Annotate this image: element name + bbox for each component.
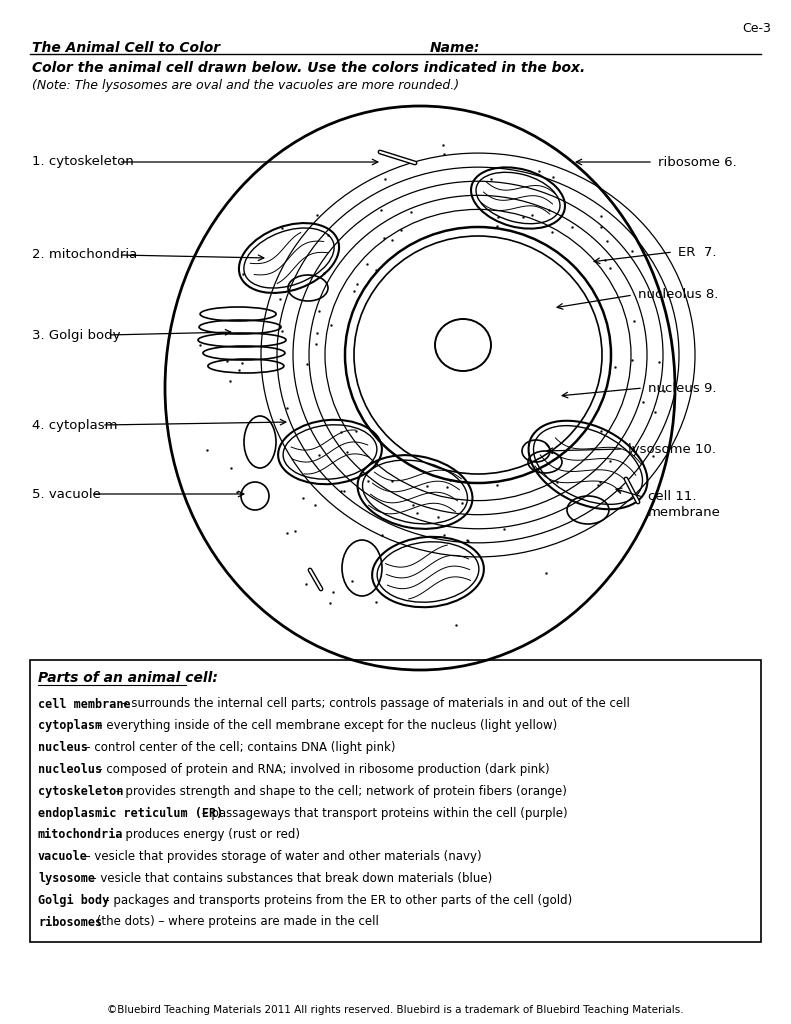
Text: 2. mitochondria: 2. mitochondria bbox=[32, 249, 138, 261]
Text: – packages and transports proteins from the ER to other parts of the cell (gold): – packages and transports proteins from … bbox=[100, 894, 572, 906]
Text: – surrounds the internal cell parts; controls passage of materials in and out of: – surrounds the internal cell parts; con… bbox=[118, 697, 630, 711]
Text: mitochondria: mitochondria bbox=[38, 828, 123, 842]
Text: vacuole: vacuole bbox=[38, 850, 88, 863]
Text: – passageways that transport proteins within the cell (purple): – passageways that transport proteins wi… bbox=[198, 807, 567, 819]
Text: ©Bluebird Teaching Materials 2011 All rights reserved. Bluebird is a trademark o: ©Bluebird Teaching Materials 2011 All ri… bbox=[107, 1005, 683, 1015]
Text: cytoplasm: cytoplasm bbox=[38, 719, 102, 732]
Text: 1. cytoskeleton: 1. cytoskeleton bbox=[32, 156, 134, 169]
Text: – vesicle that provides storage of water and other materials (navy): – vesicle that provides storage of water… bbox=[81, 850, 482, 863]
Text: cytoskeleton: cytoskeleton bbox=[38, 784, 123, 798]
Text: (Note: The lysosomes are oval and the vacuoles are more rounded.): (Note: The lysosomes are oval and the va… bbox=[32, 79, 459, 91]
Text: 5. vacuole: 5. vacuole bbox=[32, 487, 101, 501]
Text: – vesicle that contains substances that break down materials (blue): – vesicle that contains substances that … bbox=[87, 871, 493, 885]
Text: ribosomes: ribosomes bbox=[38, 915, 102, 929]
Text: Name:: Name: bbox=[430, 41, 480, 55]
Text: Color the animal cell drawn below. Use the colors indicated in the box.: Color the animal cell drawn below. Use t… bbox=[32, 61, 585, 75]
Text: (the dots) – where proteins are made in the cell: (the dots) – where proteins are made in … bbox=[93, 915, 379, 929]
Text: – composed of protein and RNA; involved in ribosome production (dark pink): – composed of protein and RNA; involved … bbox=[93, 763, 550, 776]
Text: Ce-3: Ce-3 bbox=[743, 22, 771, 35]
Text: – produces energy (rust or red): – produces energy (rust or red) bbox=[112, 828, 300, 842]
Text: 3. Golgi body: 3. Golgi body bbox=[32, 329, 120, 341]
Text: nucleolus 8.: nucleolus 8. bbox=[638, 289, 718, 301]
Text: lysosome 10.: lysosome 10. bbox=[628, 442, 716, 456]
Text: nucleus 9.: nucleus 9. bbox=[648, 382, 717, 394]
Text: Golgi body: Golgi body bbox=[38, 894, 109, 906]
Text: cell membrane: cell membrane bbox=[38, 697, 131, 711]
Text: nucleus: nucleus bbox=[38, 741, 88, 754]
Text: – control center of the cell; contains DNA (light pink): – control center of the cell; contains D… bbox=[81, 741, 396, 754]
Text: endoplasmic reticulum (ER): endoplasmic reticulum (ER) bbox=[38, 807, 223, 819]
Text: lysosome: lysosome bbox=[38, 871, 95, 885]
Text: – everything inside of the cell membrane except for the nucleus (light yellow): – everything inside of the cell membrane… bbox=[93, 719, 558, 732]
Text: nucleolus: nucleolus bbox=[38, 763, 102, 776]
Text: Parts of an animal cell:: Parts of an animal cell: bbox=[38, 671, 218, 685]
Text: cell 11.: cell 11. bbox=[648, 490, 697, 504]
Text: ER  7.: ER 7. bbox=[678, 246, 717, 258]
Text: ribosome 6.: ribosome 6. bbox=[658, 156, 736, 169]
Text: The Animal Cell to Color: The Animal Cell to Color bbox=[32, 41, 220, 55]
Text: 4. cytoplasm: 4. cytoplasm bbox=[32, 419, 118, 431]
Text: – provides strength and shape to the cell; network of protein fibers (orange): – provides strength and shape to the cel… bbox=[112, 784, 566, 798]
Text: membrane: membrane bbox=[648, 507, 721, 519]
